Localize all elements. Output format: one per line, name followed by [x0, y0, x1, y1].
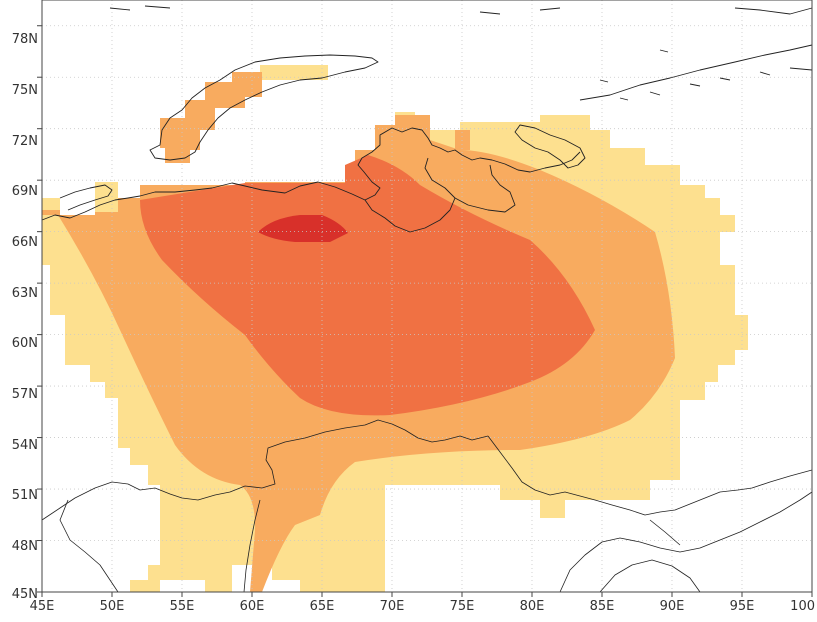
shading-level-1-islands [260, 65, 328, 80]
lon-label: 70E [380, 599, 405, 614]
lat-label: 51N [12, 488, 38, 503]
coastline-yamal [364, 157, 456, 233]
lat-label: 45N [12, 587, 38, 602]
coastline-novaya-zemlya [149, 54, 379, 161]
longitude-axis: 45E 50E 55E 60E 65E 70E 75E 80E 85E 90E … [30, 599, 815, 614]
lon-label: 60E [240, 599, 265, 614]
latitude-axis: 78N 75N 72N 69N 66N 63N 60N 57N 54N 51N … [12, 32, 38, 602]
country-borders [41, 419, 813, 593]
coastline-severnaya [514, 124, 586, 169]
lat-label: 75N [12, 83, 38, 98]
border-central-asia [59, 491, 813, 593]
lat-label: 72N [12, 134, 38, 149]
coastline-kola [59, 184, 113, 211]
lon-label: 80E [520, 599, 545, 614]
coastlines [41, 5, 813, 233]
shading-level-4 [258, 215, 348, 242]
lat-label: 57N [12, 387, 38, 402]
lat-label: 60N [12, 336, 38, 351]
coastline-northeast [579, 44, 813, 101]
lon-label: 65E [310, 599, 335, 614]
lon-label: 85E [590, 599, 615, 614]
lon-label: 45E [30, 599, 55, 614]
shading-level-2-taymyr [455, 130, 470, 150]
coastline-gydan [454, 164, 516, 213]
shading-level-3 [140, 155, 595, 416]
lon-label: 50E [100, 599, 125, 614]
axis-ticks [37, 25, 813, 597]
lat-label: 66N [12, 235, 38, 250]
lat-label: 69N [12, 184, 38, 199]
map-grid [42, 0, 812, 592]
lon-label: 55E [170, 599, 195, 614]
coastline-barents [41, 127, 581, 221]
lon-label: 100 [790, 599, 815, 614]
map-frame [41, 0, 813, 593]
lat-label: 63N [12, 286, 38, 301]
coastline-islands [599, 49, 813, 101]
shading-level-2-islands [160, 72, 262, 163]
border-kazakhstan-china [487, 435, 813, 516]
border-russia-kazakhstan [41, 419, 489, 521]
coastline-top [109, 5, 813, 15]
lon-label: 95E [730, 599, 755, 614]
lat-label: 78N [12, 32, 38, 47]
lon-label: 90E [660, 599, 685, 614]
lon-label: 75E [450, 599, 475, 614]
lat-label: 48N [12, 539, 38, 554]
lat-label: 54N [12, 438, 38, 453]
